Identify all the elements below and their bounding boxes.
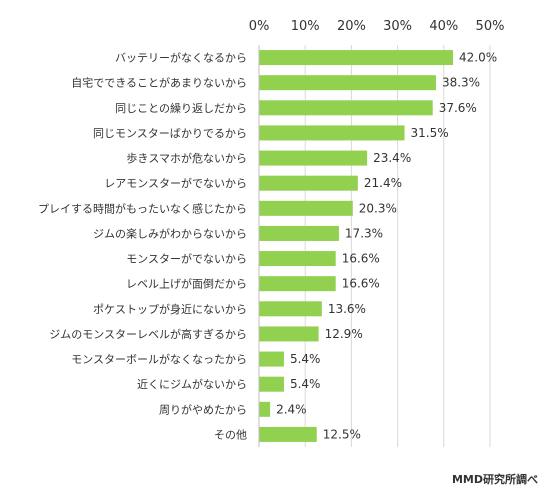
value-label: 17.3% <box>345 226 383 240</box>
category-label: 同じことの繰り返しだから <box>115 101 247 115</box>
bar <box>259 401 271 417</box>
category-label: その他 <box>214 428 247 441</box>
bar <box>259 225 339 241</box>
bar <box>259 426 317 442</box>
category-label: プレイする時間がもったいなく感じたから <box>38 201 247 215</box>
value-label: 5.4% <box>290 352 321 366</box>
x-tick-label: 20% <box>337 19 366 34</box>
category-label: バッテリーがなくなるから <box>115 51 247 65</box>
category-label: 自宅でできることがあまりないから <box>71 76 247 90</box>
bar <box>259 125 405 141</box>
x-tick-label: 30% <box>383 19 412 34</box>
category-label: ジムの楽しみがわからないから <box>93 226 247 240</box>
bar <box>259 276 336 292</box>
category-label: モンスターがでないから <box>126 252 247 266</box>
category-label: 歩きスマホが危ないから <box>126 151 247 165</box>
bar <box>259 301 322 317</box>
value-label: 2.4% <box>276 402 307 416</box>
value-label: 5.4% <box>290 377 321 391</box>
value-label: 12.5% <box>323 427 361 441</box>
category-label: レアモンスターがでないから <box>104 176 247 190</box>
category-label: ジムのモンスターレベルが高すぎるから <box>49 327 247 341</box>
value-label: 13.6% <box>328 302 366 316</box>
x-tick-label: 10% <box>291 19 320 34</box>
source-note: MMD研究所調べ <box>451 473 538 486</box>
bar <box>259 100 433 116</box>
value-label: 38.3% <box>442 76 480 90</box>
value-label: 16.6% <box>342 277 380 291</box>
category-label: レベル上げが面倒だから <box>126 277 247 291</box>
value-label: 31.5% <box>411 126 449 140</box>
bar <box>259 251 336 267</box>
category-label: 同じモンスターばかりでるから <box>93 127 247 140</box>
value-label: 20.3% <box>359 201 397 215</box>
category-label: モンスターボールがなくなったから <box>71 352 247 366</box>
bar <box>259 175 358 191</box>
x-tick-label: 50% <box>476 19 505 34</box>
category-label: ポケストップが身近にないから <box>93 302 247 316</box>
bar <box>259 50 454 66</box>
value-label: 12.9% <box>325 327 363 341</box>
category-label: 近くにジムがないから <box>137 377 247 391</box>
value-label: 23.4% <box>373 151 411 165</box>
value-label: 21.4% <box>364 176 402 190</box>
bar <box>259 376 284 392</box>
x-tick-label: 40% <box>429 19 458 34</box>
bar <box>259 75 436 91</box>
category-label: 周りがやめたから <box>159 402 247 416</box>
bar <box>259 351 284 367</box>
x-tick-label: 0% <box>249 19 270 34</box>
value-label: 16.6% <box>342 252 380 266</box>
bar <box>259 200 353 216</box>
value-label: 42.0% <box>459 51 497 65</box>
bar <box>259 150 368 166</box>
bar <box>259 326 319 342</box>
value-label: 37.6% <box>439 101 477 115</box>
